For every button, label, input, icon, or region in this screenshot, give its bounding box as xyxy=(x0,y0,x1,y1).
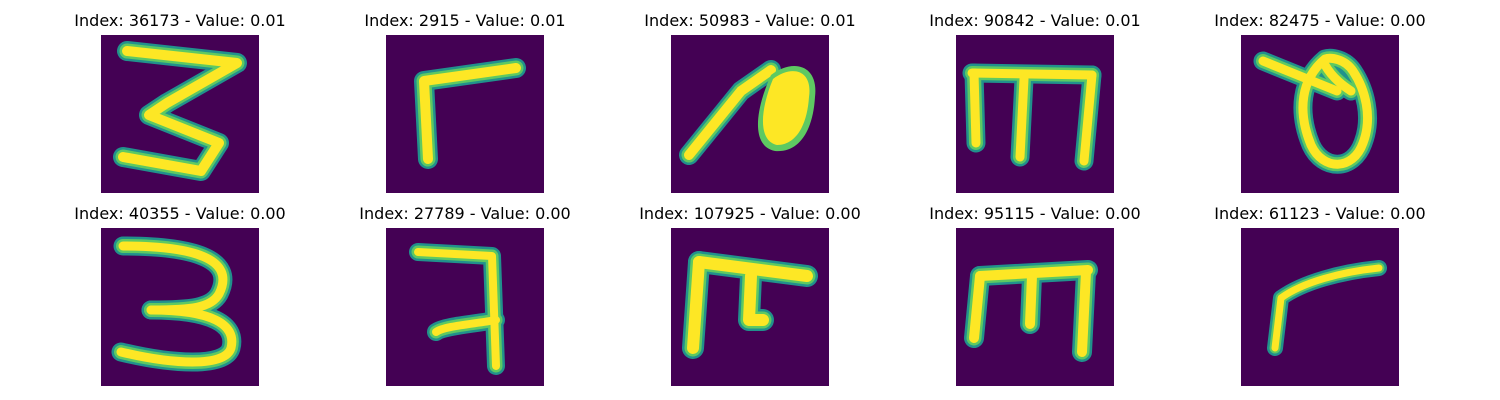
glyph-image xyxy=(386,228,544,386)
glyph-m-trident xyxy=(962,63,1102,171)
panel-title: Index: 61123 - Value: 0.00 xyxy=(1214,204,1426,223)
grid-panel: Index: 40355 - Value: 0.00 xyxy=(30,193,330,386)
glyph-gamma-thin xyxy=(1267,260,1387,356)
panel-title: Index: 40355 - Value: 0.00 xyxy=(74,204,286,223)
panel-title: Index: 36173 - Value: 0.01 xyxy=(74,11,286,30)
panel-title: Index: 107925 - Value: 0.00 xyxy=(639,204,861,223)
glyph-image xyxy=(956,228,1114,386)
panel-title: Index: 90842 - Value: 0.01 xyxy=(929,11,1141,30)
glyph-image xyxy=(671,35,829,193)
glyph-leaf-stroke xyxy=(679,60,816,165)
glyph-three-closed xyxy=(111,236,242,372)
grid-panel: Index: 2915 - Value: 0.01 xyxy=(315,0,615,193)
panel-title: Index: 27789 - Value: 0.00 xyxy=(359,204,571,223)
glyph-loop-hook xyxy=(1253,48,1378,174)
glyph-tee-hook xyxy=(682,251,818,359)
glyph-image xyxy=(101,35,259,193)
grid-panel: Index: 95115 - Value: 0.00 xyxy=(885,193,1185,386)
glyph-gamma-stroke xyxy=(414,58,526,169)
glyph-image xyxy=(101,228,259,386)
glyph-image xyxy=(1241,35,1399,193)
glyph-three-open xyxy=(113,41,247,181)
panel-title: Index: 95115 - Value: 0.00 xyxy=(929,204,1141,223)
glyph-image xyxy=(671,228,829,386)
glyph-m-box xyxy=(964,260,1098,362)
grid-panel: Index: 61123 - Value: 0.00 xyxy=(1170,193,1470,386)
grid-panel: Index: 107925 - Value: 0.00 xyxy=(600,193,900,386)
grid-panel: Index: 90842 - Value: 0.01 xyxy=(885,0,1185,193)
glyph-image xyxy=(1241,228,1399,386)
panel-title: Index: 2915 - Value: 0.01 xyxy=(364,11,566,30)
grid-panel: Index: 82475 - Value: 0.00 xyxy=(1170,0,1470,193)
glyph-image xyxy=(386,35,544,193)
panel-title: Index: 82475 - Value: 0.00 xyxy=(1214,11,1426,30)
glyph-seven-fork xyxy=(409,243,505,375)
panel-title: Index: 50983 - Value: 0.01 xyxy=(644,11,856,30)
grid-panel: Index: 27789 - Value: 0.00 xyxy=(315,193,615,386)
grid-panel: Index: 36173 - Value: 0.01 xyxy=(30,0,330,193)
grid-panel: Index: 50983 - Value: 0.01 xyxy=(600,0,900,193)
glyph-image xyxy=(956,35,1114,193)
